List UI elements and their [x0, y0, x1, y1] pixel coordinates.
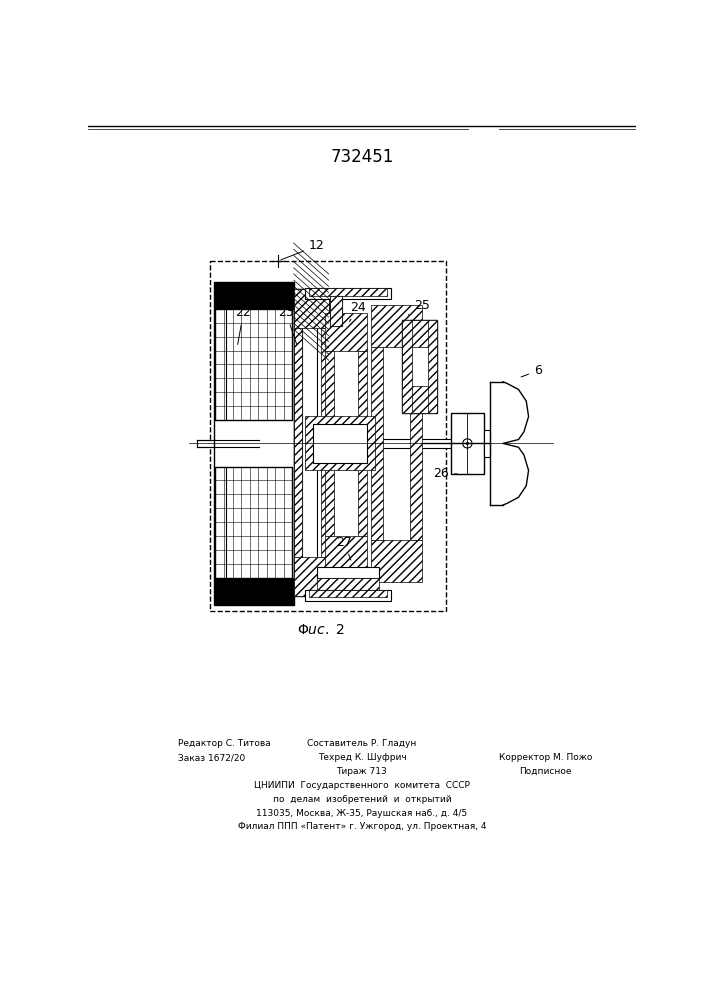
Text: Корректор М. Пожо: Корректор М. Пожо	[499, 753, 592, 762]
Bar	[330, 296, 341, 326]
Bar	[305, 590, 391, 601]
Bar	[325, 312, 368, 351]
Text: по  делам  изобретений  и  открытий: по делам изобретений и открытий	[273, 795, 451, 804]
Bar	[214, 282, 293, 605]
Bar	[293, 289, 329, 328]
Text: Техред К. Шуфрич: Техред К. Шуфрич	[317, 753, 407, 762]
Bar	[330, 296, 341, 326]
Text: ЦНИИПИ  Государственного  комитета  СССР: ЦНИИПИ Государственного комитета СССР	[254, 781, 470, 790]
Bar	[358, 351, 368, 536]
Bar	[305, 288, 391, 299]
Text: Редактор С. Титова: Редактор С. Титова	[177, 739, 270, 748]
Text: 22: 22	[235, 306, 251, 344]
Bar	[321, 328, 329, 557]
Text: 23: 23	[278, 306, 297, 345]
Text: 113035, Москва, Ж-35, Раушская наб., д. 4/5: 113035, Москва, Ж-35, Раушская наб., д. …	[257, 808, 467, 818]
Bar	[216, 466, 292, 578]
Bar	[301, 316, 317, 570]
Text: 24: 24	[349, 301, 366, 322]
Bar	[325, 536, 368, 574]
Text: 6: 6	[521, 364, 542, 377]
Text: 732451: 732451	[330, 148, 394, 166]
Text: Подписное: Подписное	[520, 767, 572, 776]
Circle shape	[462, 439, 472, 448]
Bar	[309, 590, 387, 597]
Text: Заказ 1672/20: Заказ 1672/20	[177, 753, 245, 762]
Text: 12: 12	[281, 239, 325, 260]
Bar	[293, 289, 329, 596]
Text: 27: 27	[337, 536, 352, 560]
Bar	[428, 320, 437, 413]
Bar	[402, 320, 437, 347]
Text: 25: 25	[409, 299, 430, 315]
Text: $\mathit{\Phi u c.\ 2}$: $\mathit{\Phi u c.\ 2}$	[297, 623, 345, 637]
Bar	[214, 282, 293, 309]
FancyBboxPatch shape	[402, 320, 437, 413]
Text: 26: 26	[433, 467, 457, 480]
Bar	[313, 424, 368, 463]
Bar	[259, 439, 480, 448]
Bar	[317, 567, 379, 578]
Bar	[410, 347, 421, 540]
Circle shape	[466, 442, 469, 445]
Bar	[305, 416, 375, 470]
Bar	[210, 261, 446, 611]
Text: Составитель Р. Гладун: Составитель Р. Гладун	[308, 739, 416, 748]
Bar	[371, 347, 383, 540]
Bar	[317, 578, 379, 594]
Bar	[402, 386, 437, 413]
Bar	[293, 557, 329, 596]
Bar	[293, 328, 301, 557]
Bar	[451, 413, 484, 474]
Bar	[325, 351, 334, 536]
Bar	[309, 288, 387, 296]
Text: Тираж 713: Тираж 713	[337, 767, 387, 776]
Bar	[293, 289, 329, 320]
Bar	[216, 309, 292, 420]
Bar	[371, 540, 421, 582]
Bar	[484, 430, 490, 457]
Bar	[197, 440, 259, 447]
Bar	[371, 305, 421, 347]
Text: Филиал ППП «Патент» г. Ужгород, ул. Проектная, 4: Филиал ППП «Патент» г. Ужгород, ул. Прое…	[238, 822, 486, 831]
Bar	[402, 320, 411, 413]
Bar	[214, 578, 293, 605]
